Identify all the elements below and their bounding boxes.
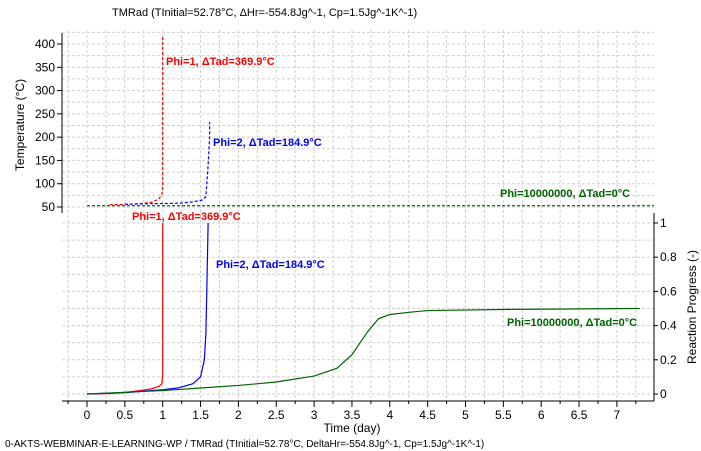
progress-tick-label: 0.2	[660, 353, 677, 367]
time-axis-label: Time (day)	[324, 421, 381, 435]
time-tick-label: 4.5	[419, 408, 436, 422]
progress-tick-label: 0.8	[660, 250, 677, 264]
progress-tick-label: 0.6	[660, 284, 677, 298]
temperature-line-1	[109, 34, 164, 206]
time-tick-label: 1.5	[192, 408, 209, 422]
time-tick-label: 2.5	[268, 408, 285, 422]
temp-series-label-phi10000000: Phi=10000000, ΔTad=0°C	[500, 188, 630, 200]
time-tick-label: 3.5	[344, 408, 361, 422]
time-tick-label: 5	[462, 408, 469, 422]
chart-title: TMRad (TInitial=52.78°C, ΔHr=-554.8Jg^-1…	[112, 7, 417, 19]
progress-tick-label: 0.4	[660, 319, 677, 333]
progress-tick-label: 0	[660, 387, 667, 401]
time-tick-label: 2	[235, 408, 242, 422]
progress-line-3	[86, 307, 640, 395]
progress-tick-label: 1	[660, 216, 667, 230]
temperature-axis-label: Temperature (°C)	[13, 79, 27, 171]
time-tick-label: 7	[614, 408, 621, 422]
progress-axis-label: Reaction Progress (-)	[685, 250, 699, 364]
progress-series-label-phi10000000: Phi=10000000, ΔTad=0°C	[507, 317, 637, 329]
temperature-tick-label: 200	[35, 130, 55, 144]
time-tick-label: 6.5	[571, 408, 588, 422]
time-tick-label: 3	[311, 408, 318, 422]
temp-series-label-phi2: Phi=2, ΔTad=184.9°C	[213, 137, 322, 149]
time-tick-label: 0	[84, 408, 91, 422]
progress-series-label-phi1: Phi=1, ΔTad=369.9°C	[132, 211, 241, 223]
footer-caption: 0-AKTS-WEBMINAR-E-LEARNING-WP / TMRad (T…	[5, 439, 484, 450]
progress-series-label-phi2: Phi=2, ΔTad=184.9°C	[216, 259, 325, 271]
time-tick-label: 5.5	[495, 408, 512, 422]
temperature-tick-label: 350	[35, 60, 55, 74]
temp-series-label-phi1: Phi=1, ΔTad=369.9°C	[166, 56, 275, 68]
temperature-tick-label: 400	[35, 37, 55, 51]
time-tick-label: 4	[386, 408, 393, 422]
time-tick-label: 0.5	[117, 408, 134, 422]
time-tick-label: 1	[159, 408, 166, 422]
temperature-tick-label: 300	[35, 84, 55, 98]
time-tick-label: 6	[538, 408, 545, 422]
temperature-tick-label: 150	[35, 153, 55, 167]
temperature-tick-label: 100	[35, 177, 55, 191]
temperature-tick-label: 50	[42, 200, 56, 214]
temperature-line-2	[124, 122, 211, 205]
temperature-tick-label: 250	[35, 107, 55, 121]
